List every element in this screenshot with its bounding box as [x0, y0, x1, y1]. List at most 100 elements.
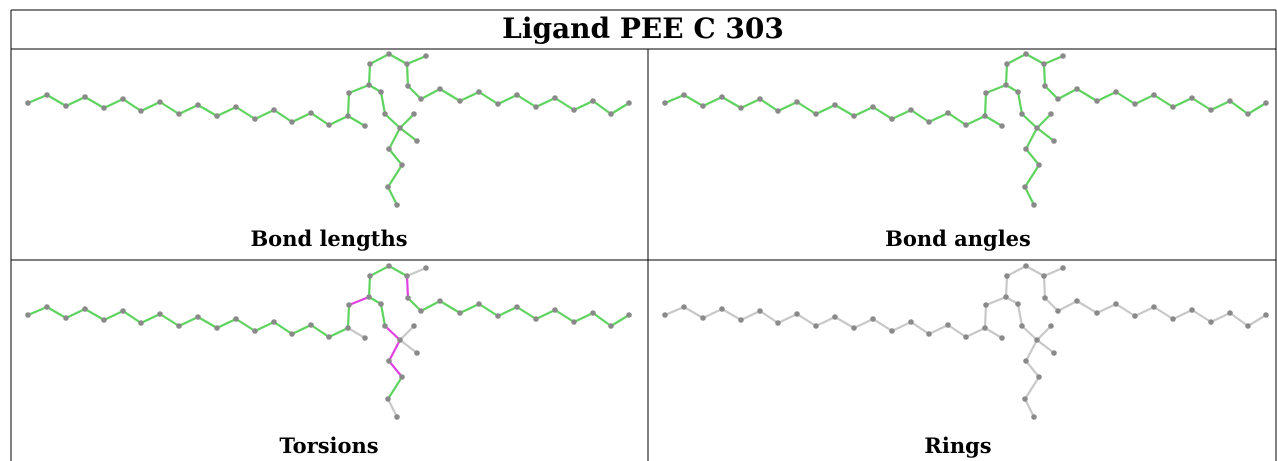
atom [346, 302, 352, 308]
bond [1133, 305, 1156, 318]
atom [1042, 295, 1048, 301]
bond [852, 317, 875, 330]
bond [1024, 126, 1039, 151]
atom [44, 304, 50, 310]
atom [138, 320, 144, 326]
bond [1075, 299, 1099, 315]
bond [386, 163, 404, 189]
atom [367, 273, 373, 279]
bond [534, 96, 557, 109]
atom [1074, 298, 1080, 304]
atom [832, 314, 838, 320]
atom [326, 122, 332, 128]
atom [719, 306, 725, 312]
bond [398, 338, 419, 355]
atom [571, 107, 577, 113]
atom [120, 96, 126, 102]
atom [1132, 101, 1138, 107]
bond [387, 52, 409, 66]
bond [398, 324, 416, 342]
atom [889, 328, 895, 334]
atom [738, 317, 744, 323]
bond [379, 90, 387, 116]
atom [495, 313, 501, 319]
atom [1031, 202, 1037, 208]
atom [719, 94, 725, 100]
atom [889, 116, 895, 122]
atom [101, 105, 107, 111]
bond [1043, 296, 1060, 313]
bond [852, 105, 875, 118]
atom [1189, 307, 1195, 313]
bond [121, 309, 143, 325]
atom [1094, 310, 1100, 316]
bond [158, 100, 181, 116]
atom [908, 107, 914, 113]
bond [1209, 311, 1232, 324]
atom [176, 111, 182, 117]
atom [382, 323, 388, 329]
bond [1152, 305, 1175, 321]
bond [26, 305, 49, 317]
atom [1041, 273, 1047, 279]
bond [1023, 397, 1036, 419]
bond [346, 303, 351, 330]
bond [890, 108, 913, 121]
bond [1171, 308, 1194, 321]
atom [405, 83, 411, 89]
atom [851, 325, 857, 331]
atom [1031, 414, 1037, 420]
atom [982, 113, 988, 119]
atom [1034, 337, 1040, 343]
atom [399, 374, 405, 380]
atom [608, 323, 614, 329]
bond [1095, 302, 1118, 315]
bond [609, 313, 631, 328]
bond [1024, 52, 1046, 66]
atom [1151, 304, 1157, 310]
bond [701, 95, 724, 108]
bond [1114, 90, 1137, 106]
atom [495, 101, 501, 107]
bond [776, 100, 799, 113]
atom [1055, 308, 1061, 314]
atom [195, 102, 201, 108]
atom [514, 304, 520, 310]
atom [662, 100, 668, 106]
bond [386, 397, 399, 419]
atom [1113, 301, 1119, 307]
atom [662, 312, 668, 318]
atom [82, 94, 88, 100]
bond [215, 317, 238, 330]
bond [1246, 313, 1268, 328]
bond [720, 95, 743, 110]
atom [1245, 323, 1251, 329]
bond [1228, 311, 1250, 328]
bond [387, 359, 404, 379]
bond [591, 99, 613, 116]
bond [438, 299, 462, 315]
atom [1208, 107, 1214, 113]
bond [458, 302, 481, 315]
bond [572, 99, 595, 112]
bond [196, 103, 219, 118]
atom [414, 350, 420, 356]
atom [405, 295, 411, 301]
bond [215, 105, 238, 118]
bond [26, 93, 49, 105]
atom [1003, 82, 1009, 88]
bond [534, 308, 557, 321]
atom [411, 111, 417, 117]
atom [63, 315, 69, 321]
bond [682, 305, 705, 320]
atom [533, 104, 539, 110]
bond [1246, 101, 1268, 116]
bond [477, 302, 500, 318]
atom [757, 308, 763, 314]
bond [64, 307, 87, 320]
bond [398, 112, 416, 130]
atom [378, 89, 384, 95]
bond [663, 305, 686, 317]
atom [945, 322, 951, 328]
